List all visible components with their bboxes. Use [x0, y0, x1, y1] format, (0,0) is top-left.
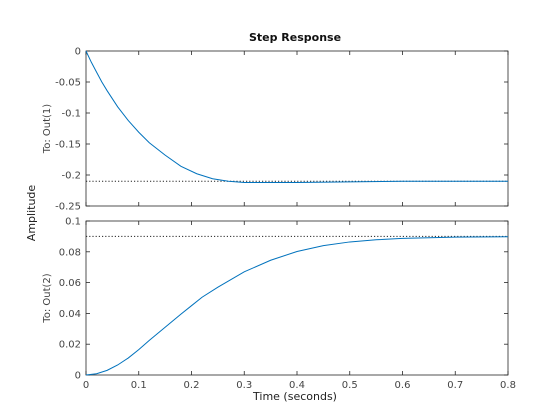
y-tick-label: 0 [75, 47, 81, 58]
channel-label: To: Out(2) [42, 273, 53, 323]
y-tick-label: -0.1 [61, 109, 81, 120]
panel-out1: 0 -0.05 -0.1 -0.15 -0.2 -0.25 To: Out(1) [42, 47, 509, 213]
x-tick-label: 0.2 [184, 380, 200, 391]
x-tick-label: 0.4 [289, 380, 305, 391]
plot-area [85, 50, 509, 207]
x-tick-label: 0.8 [500, 380, 516, 391]
x-tick-label: 0.7 [447, 380, 463, 391]
x-tick-label: 0.5 [342, 380, 358, 391]
x-axis-label: Time (seconds) [252, 390, 337, 403]
step-response-line [85, 236, 509, 376]
step-response-line [85, 50, 508, 183]
y-tick-label: 0 [75, 371, 81, 382]
y-tick-label: 0.02 [59, 340, 81, 351]
x-tick-label: 0.3 [236, 380, 252, 391]
y-axis-label: Amplitude [25, 185, 38, 242]
x-tick-label: 0.1 [131, 380, 147, 391]
y-tick-label: -0.15 [55, 140, 81, 151]
figure-title: Step Response [249, 31, 341, 44]
y-tick-label: -0.2 [61, 171, 81, 182]
x-tick-label: 0.6 [395, 380, 411, 391]
y-tick-label: 0.06 [59, 278, 81, 289]
y-tick-label: 0.04 [59, 309, 81, 320]
plot-area [85, 220, 509, 376]
x-tick-label: 0 [83, 380, 89, 391]
panel-out2: 0 0.1 0.2 0.3 0.4 0.5 0.6 0.7 0.8 0 0.02 0.04 0.06 0.… [42, 217, 516, 392]
y-tick-label: -0.05 [55, 78, 81, 89]
y-tick-label: -0.25 [55, 202, 81, 213]
y-tick-label: 0.1 [65, 217, 81, 228]
channel-label: To: Out(1) [42, 104, 53, 154]
y-tick-label: 0.08 [59, 247, 81, 258]
